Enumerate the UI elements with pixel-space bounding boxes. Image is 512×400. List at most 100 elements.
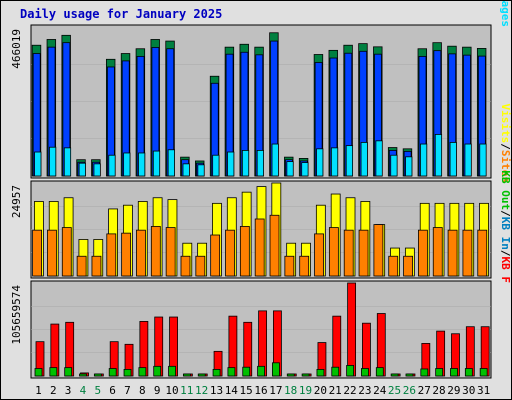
bar-kb-out-day-8	[138, 367, 147, 377]
y-max-label-3: 105659574	[10, 285, 23, 345]
x-tick-day-26: 26	[403, 384, 416, 397]
bar-pages-day-9	[152, 150, 161, 177]
x-tick-day-9: 9	[154, 384, 161, 397]
legend-item-left: Sites	[499, 150, 511, 183]
bar-pages-day-26	[405, 156, 413, 177]
bar-sites-day-14	[225, 229, 235, 277]
bar-sites-day-7	[121, 232, 132, 277]
bar-sites-day-19	[299, 255, 310, 277]
x-tick-day-17: 17	[269, 384, 282, 397]
bar-sites-day-13	[210, 234, 221, 277]
bar-kb-out-day-10	[168, 365, 176, 377]
bar-pages-day-30	[464, 143, 472, 177]
bar-sites-day-6	[106, 233, 117, 277]
bar-sites-day-29	[447, 229, 458, 277]
x-tick-day-25: 25	[388, 384, 401, 397]
legend-item-sep1: /	[499, 250, 511, 257]
bar-sites-day-5	[91, 255, 102, 277]
bar-kb-f-day-24	[376, 313, 386, 377]
bar-sites-day-20	[314, 233, 324, 277]
bar-sites-day-12	[195, 255, 206, 277]
bar-sites-day-31	[477, 229, 488, 277]
bar-pages-day-3	[63, 147, 72, 177]
bar-pages-day-10	[167, 149, 175, 177]
bar-pages-day-2	[49, 146, 57, 177]
x-tick-day-14: 14	[225, 384, 239, 397]
bar-sites-day-24	[373, 224, 384, 277]
bar-kb-out-day-14	[227, 367, 236, 377]
bar-sites-day-1	[32, 229, 43, 277]
bar-pages-day-31	[479, 143, 487, 177]
bar-pages-day-23	[360, 142, 368, 177]
bar-kb-out-day-20	[316, 368, 325, 377]
legend-item-left: KB F	[499, 257, 511, 284]
bar-pages-day-20	[316, 148, 324, 177]
x-tick-day-5: 5	[94, 384, 101, 397]
bar-pages-day-19	[301, 162, 309, 177]
x-tick-day-30: 30	[462, 384, 475, 397]
bar-kb-out-day-19	[301, 373, 310, 377]
x-tick-day-24: 24	[373, 384, 387, 397]
legend-item-sep2: /	[499, 210, 511, 217]
bar-sites-day-17	[269, 214, 280, 277]
bar-sites-day-8	[136, 229, 146, 277]
bar-kb-out-day-4	[79, 373, 87, 377]
legend-item-right: Visits	[499, 104, 511, 144]
bar-kb-out-day-21	[331, 366, 340, 377]
bar-kb-f-day-22	[347, 282, 357, 377]
bar-pages-day-22	[345, 145, 354, 177]
bar-sites-day-26	[403, 255, 413, 277]
bar-kb-out-day-1	[34, 368, 43, 377]
bar-pages-day-7	[123, 152, 131, 177]
bar-pages-day-5	[93, 163, 101, 177]
legend-3: KB Out/KB In/KB F	[499, 170, 511, 283]
bar-pages-day-1	[34, 151, 42, 177]
x-tick-day-20: 20	[314, 384, 327, 397]
bar-sites-day-25	[388, 255, 399, 277]
bar-pages-day-6	[108, 154, 116, 177]
bar-kb-out-day-13	[212, 368, 221, 377]
legend-1: Hits/Files/Pages	[499, 1, 511, 27]
x-tick-day-11: 11	[180, 384, 193, 397]
bar-sites-day-9	[150, 226, 161, 277]
bar-kb-out-day-31	[479, 368, 488, 377]
bar-kb-out-day-29	[450, 368, 458, 377]
x-tick-day-6: 6	[109, 384, 116, 397]
bar-kb-out-day-17	[272, 362, 280, 377]
bar-pages-day-18	[286, 161, 294, 177]
x-tick-day-31: 31	[477, 384, 490, 397]
x-tick-day-7: 7	[124, 384, 131, 397]
bar-pages-day-8	[138, 152, 146, 177]
bar-pages-day-21	[330, 147, 339, 177]
bar-pages-day-27	[420, 143, 428, 177]
bar-sites-day-30	[462, 229, 473, 277]
bar-pages-day-16	[256, 150, 264, 177]
y-max-label-1: 466019	[10, 29, 23, 69]
x-tick-day-16: 16	[254, 384, 267, 397]
bar-kb-out-day-25	[390, 373, 399, 377]
bar-sites-day-10	[165, 227, 176, 277]
x-tick-day-18: 18	[284, 384, 297, 397]
bar-kb-out-day-6	[108, 368, 117, 377]
x-tick-day-27: 27	[418, 384, 431, 397]
bar-sites-day-4	[76, 255, 87, 277]
bar-kb-out-day-7	[123, 368, 132, 377]
bar-pages-day-11	[182, 163, 190, 177]
bar-sites-day-22	[343, 229, 354, 277]
bar-pages-day-24	[375, 140, 383, 177]
x-tick-day-22: 22	[343, 384, 356, 397]
bar-pages-day-12	[197, 164, 205, 177]
legend-item-right: KB Out	[499, 170, 511, 210]
bar-sites-day-27	[418, 229, 428, 277]
x-tick-day-2: 2	[50, 384, 57, 397]
bar-kb-out-day-3	[64, 367, 73, 377]
bar-kb-out-day-22	[346, 365, 355, 377]
bar-kb-out-day-15	[242, 366, 251, 377]
bar-kb-out-day-26	[405, 373, 414, 377]
x-tick-day-29: 29	[447, 384, 460, 397]
bar-pages-day-25	[390, 154, 398, 177]
bar-pages-day-13	[212, 154, 220, 177]
bar-kb-out-day-5	[93, 373, 102, 377]
